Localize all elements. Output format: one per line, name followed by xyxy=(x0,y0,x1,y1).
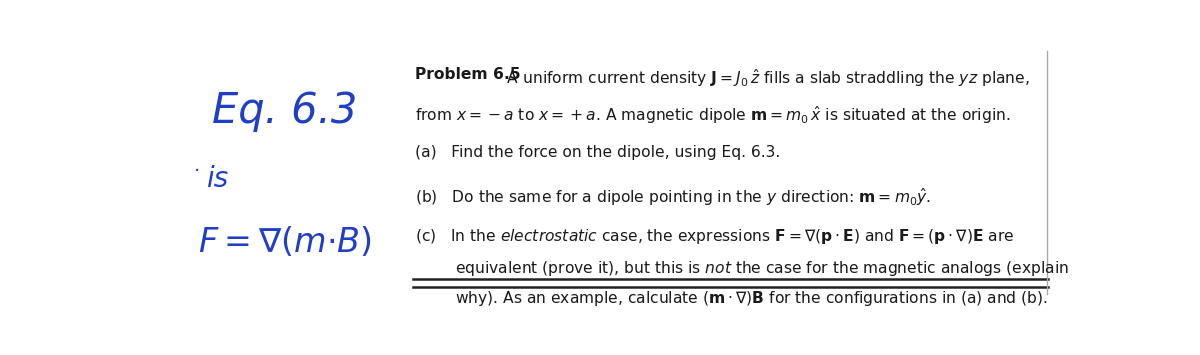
Text: Problem 6.5: Problem 6.5 xyxy=(415,67,521,82)
Text: from $x = -a$ to $x = +a$. A magnetic dipole $\mathbf{m} = m_0\,\hat{x}$ is situ: from $x = -a$ to $x = +a$. A magnetic di… xyxy=(415,104,1010,126)
Text: $F = \nabla(m{\cdot}B)$: $F = \nabla(m{\cdot}B)$ xyxy=(198,225,372,259)
Text: ·: · xyxy=(193,162,199,181)
Text: (a)   Find the force on the dipole, using Eq. 6.3.: (a) Find the force on the dipole, using … xyxy=(415,145,780,160)
Text: why). As an example, calculate $(\mathbf{m}\cdot\nabla)\mathbf{B}$ for the confi: why). As an example, calculate $(\mathbf… xyxy=(455,289,1048,308)
Text: equivalent (prove it), but this is $\it{not}$ the case for the magnetic analogs : equivalent (prove it), but this is $\it{… xyxy=(455,258,1069,278)
Text: is: is xyxy=(206,165,228,193)
Text: (b)   Do the same for a dipole pointing in the $y$ direction: $\mathbf{m} = m_0\: (b) Do the same for a dipole pointing in… xyxy=(415,186,931,208)
Text: A uniform current density $\mathbf{J} = J_0\,\hat{z}$ fills a slab straddling th: A uniform current density $\mathbf{J} = … xyxy=(502,67,1030,89)
Text: (c)   In the $\it{electrostatic}$ case, the expressions $\mathbf{F} = \nabla(\ma: (c) In the $\it{electrostatic}$ case, th… xyxy=(415,227,1014,246)
Text: Eq. 6.3: Eq. 6.3 xyxy=(212,90,358,132)
